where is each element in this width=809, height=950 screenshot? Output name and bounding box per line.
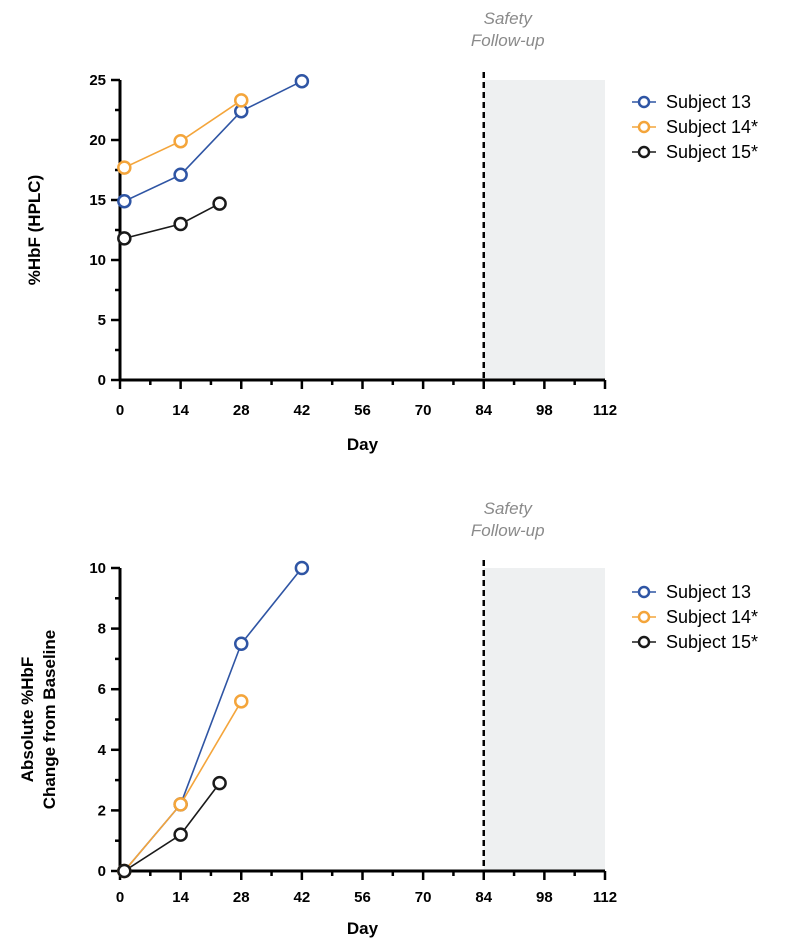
data-point [173, 216, 188, 232]
y-axis-title: Absolute %HbF [18, 657, 37, 783]
x-tick-label: 70 [415, 402, 432, 419]
y-tick-label: 6 [98, 681, 106, 698]
data-point [117, 863, 132, 879]
y-tick-label: 15 [89, 192, 106, 209]
annotation-text: Safety [484, 499, 534, 518]
legend-label: Subject 13 [666, 582, 751, 602]
legend-label: Subject 13 [666, 92, 751, 112]
legend-marker [637, 120, 651, 134]
y-tick-label: 0 [98, 863, 106, 880]
x-axis-title: Day [347, 435, 379, 454]
followup-shaded-region [483, 568, 605, 871]
y-tick-label: 10 [89, 252, 106, 269]
data-point [212, 775, 227, 791]
series-line [123, 99, 242, 169]
y-tick-label: 0 [98, 372, 106, 389]
x-axis-title: Day [347, 919, 379, 938]
data-point [234, 694, 249, 709]
x-tick-label: 112 [593, 402, 617, 419]
chart-hbf-percent: Safety Follow-up 0 14 28 42 56 70 84 98 112 0 5 10 15 2… [25, 9, 758, 454]
x-tick-label: 70 [415, 889, 432, 906]
legend-label: Subject 15* [666, 142, 758, 162]
x-tick-label: 84 [475, 889, 492, 906]
data-point [173, 797, 188, 812]
data-point [117, 160, 132, 175]
x-tick-label: 84 [475, 402, 492, 419]
y-tick-label: 10 [89, 560, 106, 577]
data-point [117, 231, 132, 246]
y-tick-label: 20 [89, 132, 106, 149]
series-line [123, 80, 303, 202]
annotation-text: Safety [484, 9, 534, 28]
x-tick-label: 98 [536, 402, 553, 419]
legend-marker [637, 610, 651, 624]
legend-label: Subject 14* [666, 607, 758, 627]
data-point [212, 196, 227, 211]
data-point [117, 193, 132, 209]
data-point [234, 636, 249, 651]
data-point [294, 560, 310, 576]
x-tick-label: 56 [354, 402, 371, 419]
x-tick-label: 112 [593, 889, 617, 906]
x-tick-label: 0 [116, 402, 124, 419]
y-tick-label: 2 [98, 802, 106, 819]
legend-label: Subject 14* [666, 117, 758, 137]
annotation-text: Follow-up [471, 521, 545, 540]
y-tick-label: 5 [98, 312, 106, 329]
y-tick-label: 4 [98, 742, 107, 759]
legend-marker [637, 585, 651, 599]
legend-label: Subject 15* [666, 632, 758, 652]
series-line [123, 782, 221, 872]
data-point [294, 73, 310, 89]
series-line [124, 202, 220, 240]
y-axis-title: Change from Baseline [40, 630, 59, 810]
data-point [234, 93, 249, 108]
chart-hbf-change: Safety Follow-up 0 14 28 42 56 70 84 98 112 0 2 4 6 8 10… [18, 499, 758, 938]
legend-marker [637, 145, 651, 159]
x-tick-label: 42 [294, 402, 311, 419]
x-tick-label: 98 [536, 889, 553, 906]
x-tick-label: 14 [172, 889, 189, 906]
y-axis-title: %HbF (HPLC) [25, 175, 44, 285]
x-tick-label: 56 [354, 889, 371, 906]
legend-marker [637, 95, 651, 109]
x-tick-label: 28 [233, 889, 250, 906]
series-line [123, 567, 303, 872]
followup-shaded-region [483, 80, 605, 380]
legend-marker [637, 635, 651, 649]
data-point [173, 827, 188, 842]
x-tick-label: 28 [233, 402, 250, 419]
x-tick-label: 14 [172, 402, 189, 419]
y-tick-label: 8 [98, 621, 106, 638]
data-point [173, 133, 188, 149]
x-tick-label: 0 [116, 889, 124, 906]
x-tick-label: 42 [294, 889, 311, 906]
data-point [173, 167, 188, 183]
annotation-text: Follow-up [471, 31, 545, 50]
y-tick-label: 25 [89, 72, 106, 89]
